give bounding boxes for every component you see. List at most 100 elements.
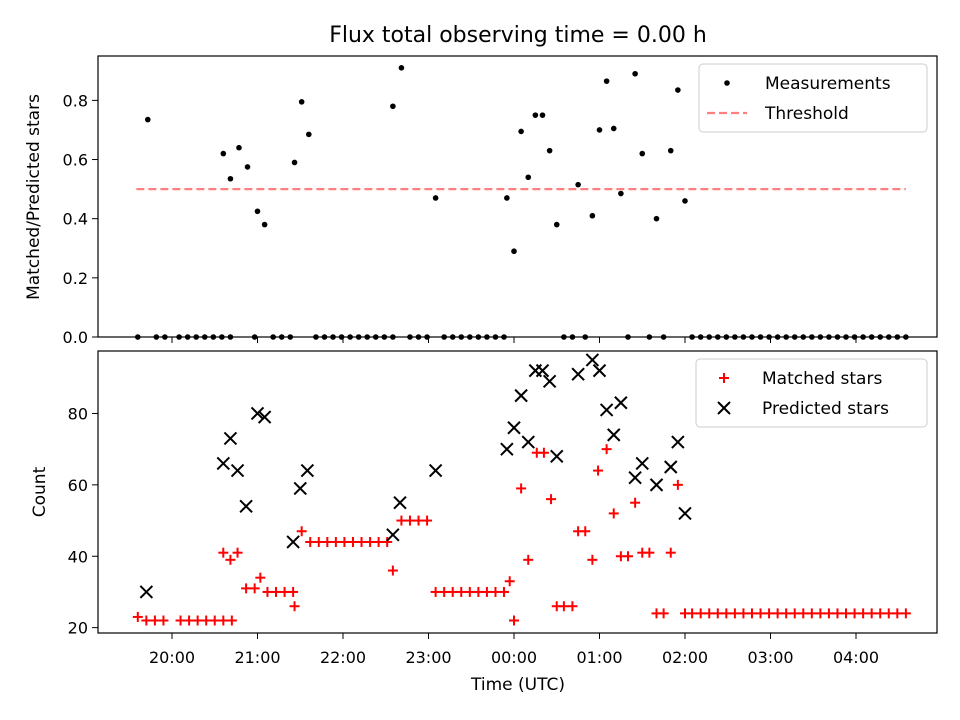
matched-star-point — [396, 515, 407, 526]
bottom-legend: Matched stars Predicted stars — [695, 358, 928, 428]
matched-star-point — [567, 601, 578, 612]
predicted-star-point — [428, 463, 443, 478]
y-tick-label: 0.6 — [63, 151, 88, 170]
measurement-point — [539, 112, 546, 118]
top-axes-frame — [97, 55, 938, 338]
measurement-point — [432, 195, 439, 201]
bottom-panel: 20 40 60 80 20:00 21:00 22:00 23:00 00:00 01:00 02… — [30, 350, 938, 695]
legend-matched-swatch — [719, 373, 729, 383]
measurement-point — [518, 128, 524, 135]
matched-star-point — [798, 608, 809, 619]
predicted-star-point — [535, 363, 550, 378]
matched-star-point — [175, 615, 186, 626]
matched-star-point — [447, 586, 458, 597]
matched-star-point — [875, 608, 886, 619]
predicted-star-point — [286, 535, 300, 549]
predicted-star-point — [571, 367, 585, 381]
predicted-star-point — [216, 456, 231, 471]
matched-star-point — [192, 615, 203, 626]
x-tick-label: 23:00 — [405, 648, 451, 667]
matched-star-point — [883, 608, 894, 619]
measurement-point — [236, 144, 242, 151]
matched-star-point — [456, 586, 467, 597]
matched-star-point — [523, 554, 534, 565]
matched-star-point — [132, 611, 143, 622]
matched-star-point — [704, 608, 715, 619]
matched-star-point — [201, 615, 212, 626]
matched-star-point — [296, 526, 307, 537]
legend-box — [698, 63, 928, 133]
matched-star-point — [538, 447, 549, 458]
top-ticks: 0.0 0.2 0.4 0.6 0.8 — [63, 91, 857, 347]
matched-star-point — [587, 554, 598, 565]
matched-star-point — [289, 601, 300, 612]
predicted-star-point — [230, 463, 245, 478]
predicted-star-point — [542, 374, 557, 389]
matched-star-point — [279, 586, 290, 597]
measurement-point — [632, 70, 638, 77]
matched-star-point — [729, 608, 740, 619]
measurement-point — [390, 103, 396, 110]
matched-star-point — [339, 536, 350, 547]
measurement-point — [553, 221, 560, 228]
matched-star-point — [593, 465, 604, 476]
predicted-star-point — [514, 388, 528, 403]
predicted-star-point — [592, 363, 607, 378]
y-tick-label: 0.4 — [63, 210, 88, 229]
matched-star-point — [815, 608, 826, 619]
matched-star-point — [781, 608, 792, 619]
y-tick-label: 0.0 — [63, 328, 88, 347]
matched-star-point — [504, 576, 515, 587]
y-tick-label: 80 — [68, 404, 88, 423]
matched-star-point — [305, 536, 316, 547]
y-tick-label: 0.8 — [63, 91, 88, 110]
matched-star-point — [849, 608, 860, 619]
matched-star-point — [365, 536, 376, 547]
legend-predicted-swatch — [717, 401, 731, 415]
legend-label: Matched stars — [762, 369, 882, 389]
measurement-point — [511, 248, 517, 255]
matched-star-point — [271, 586, 282, 597]
measurement-point — [398, 65, 405, 71]
predicted-star-point — [393, 496, 407, 510]
predicted-star-point — [293, 481, 307, 496]
predicted-star-point — [664, 460, 678, 474]
measurement-point — [546, 147, 553, 154]
matched-star-point — [623, 551, 633, 562]
predicted-star-point — [223, 431, 238, 446]
matched-star-point — [404, 515, 415, 526]
y-tick-label: 40 — [68, 547, 88, 566]
predicted-star-point — [678, 506, 692, 521]
legend-label: Measurements — [765, 74, 891, 94]
top-legend: Measurements Threshold — [698, 63, 928, 133]
matched-star-point — [746, 608, 757, 619]
matched-star-point — [218, 547, 229, 558]
matched-star-point — [232, 547, 243, 558]
top-panel: Flux total observing time = 0.00 h 0.00.… — [24, 23, 938, 347]
matched-star-point — [490, 586, 501, 597]
predicted-star-point — [239, 499, 253, 513]
matched-star-point — [356, 536, 367, 547]
measurement-point — [653, 215, 660, 222]
matched-star-point — [755, 608, 766, 619]
measurement-point — [227, 175, 234, 182]
x-tick-label: 02:00 — [662, 648, 708, 667]
measurement-point — [682, 198, 688, 204]
measurement-point — [244, 164, 251, 170]
measurement-point — [667, 147, 674, 154]
matched-star-point — [772, 608, 783, 619]
matched-star-point — [499, 586, 510, 597]
matched-star-point — [313, 536, 324, 547]
measurement-point — [639, 150, 646, 157]
matched-star-point — [738, 608, 749, 619]
matched-star-point — [430, 586, 441, 597]
matched-star-point — [858, 608, 869, 619]
matched-star-point — [387, 565, 398, 576]
y-tick-label: 0.2 — [63, 269, 88, 288]
predicted-star-point — [585, 353, 600, 367]
matched-star-point — [226, 615, 237, 626]
matched-star-point — [665, 547, 676, 558]
matched-star-point — [789, 608, 800, 619]
measurement-point — [603, 78, 610, 84]
